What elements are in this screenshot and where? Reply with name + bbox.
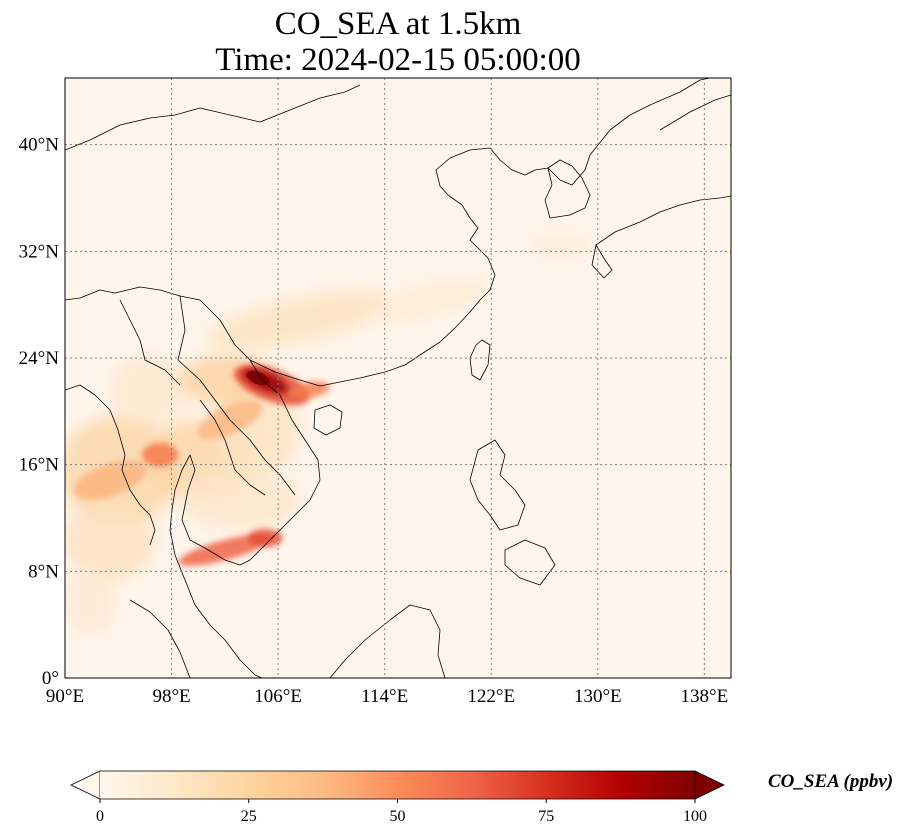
lat-tick-label: 8°N: [28, 561, 59, 582]
lon-tick-label: 122°E: [467, 686, 515, 707]
colorbar-tick-label: 25: [241, 808, 257, 825]
colorbar-tick-label: 100: [683, 808, 707, 825]
colorbar: 0 25 50 75 100: [70, 770, 725, 825]
map-frame: [64, 77, 732, 679]
lat-tick-label: 32°N: [19, 241, 60, 262]
colorbar-label: CO_SEA (ppbv): [768, 771, 894, 792]
colorbar-extend-max: [694, 770, 725, 800]
colorbar-tick-label: 50: [390, 808, 406, 825]
colorbar-gradient: [100, 771, 695, 799]
lat-tick-label: 24°N: [19, 348, 60, 369]
map-gridlines: [65, 78, 731, 678]
colorbar-tick-label: 0: [96, 808, 104, 825]
map-time-subtitle: Time: 2024-02-15 05:00:00: [215, 42, 581, 78]
co-concentration-field: [65, 235, 590, 635]
map-title: CO_SEA at 1.5km: [274, 6, 522, 42]
colorbar-extend-min: [70, 770, 101, 800]
coastlines: [65, 78, 731, 678]
lon-tick-label: 130°E: [574, 686, 622, 707]
lon-tick-label: 90°E: [46, 686, 84, 707]
lon-tick-label: 114°E: [361, 686, 408, 707]
colorbar-tick-label: 75: [538, 808, 554, 825]
lat-tick-label: 16°N: [19, 455, 60, 476]
lat-tick-label: 40°N: [19, 135, 60, 156]
latitude-ticks: 0° 8°N 16°N 24°N 32°N 40°N: [19, 135, 60, 689]
longitude-ticks: 90°E 98°E 106°E 114°E 122°E 130°E 138°E: [46, 686, 728, 707]
lat-tick-label: 0°: [42, 668, 59, 689]
lon-tick-label: 98°E: [152, 686, 190, 707]
lon-tick-label: 138°E: [681, 686, 729, 707]
lon-tick-label: 106°E: [254, 686, 302, 707]
